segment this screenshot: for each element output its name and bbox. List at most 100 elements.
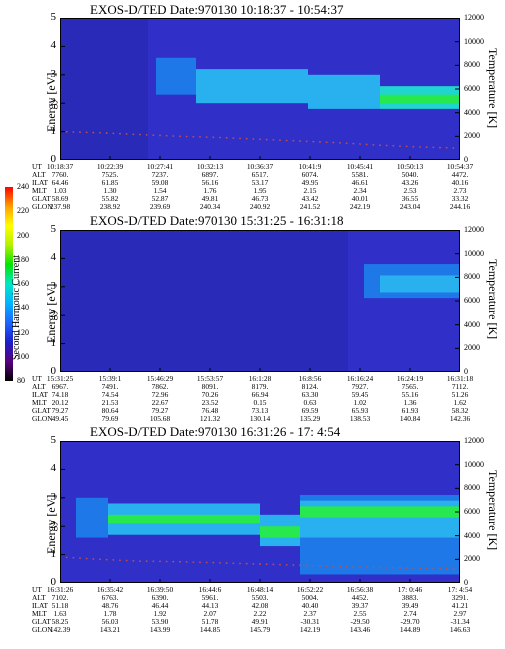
temperature-point — [152, 560, 155, 563]
orbit-value: 7102. — [51, 593, 69, 602]
y-tick-label: 2 — [50, 96, 57, 109]
orbit-value: 2.37 — [303, 609, 317, 618]
temperature-point — [259, 563, 261, 565]
orbit-value: 244.16 — [449, 202, 471, 211]
spectrogram-panel-1: EXOS-D/TED Date:970130 10:18:37 - 10:54:… — [0, 0, 505, 215]
orbit-value: 7525. — [101, 170, 119, 179]
temperature-point — [232, 562, 235, 565]
orbit-label: GLAT — [32, 406, 51, 415]
temperature-point — [152, 134, 155, 137]
orbit-column: 10:45:41 5581. 46.61 2.34 40.01 242.19 — [338, 163, 382, 211]
orbit-value: 6074. — [301, 170, 319, 179]
orbit-value: 16:39:50 — [146, 585, 174, 594]
orbit-value: 1.92 — [153, 609, 167, 618]
orbit-value: 51.78 — [201, 617, 219, 626]
orbit-value: 144.89 — [399, 625, 421, 634]
orbit-value: 145.79 — [249, 625, 271, 634]
orbit-value: 63.30 — [301, 390, 319, 399]
y2-tick-label: 4000 — [464, 319, 480, 329]
orbit-value: 39.49 — [401, 601, 419, 610]
orbit-value: 146.63 — [449, 625, 471, 634]
orbit-value: 8091. — [201, 382, 219, 391]
y2-axis-label: Temperature [K] — [486, 259, 500, 340]
temperature-point — [132, 133, 135, 136]
orbit-value: 59.45 — [351, 390, 369, 399]
orbit-value: 0.15 — [253, 398, 267, 407]
orbit-value: 16:8:56 — [298, 374, 322, 383]
orbit-column: 16:48:14 5503. 42.08 2.22 49.91 145.79 — [238, 586, 282, 634]
intensity-band — [76, 497, 108, 538]
temperature-point — [412, 145, 415, 148]
spectrogram-plot — [60, 441, 460, 583]
orbit-value: 66.94 — [251, 390, 269, 399]
orbit-value: 1.02 — [353, 398, 367, 407]
orbit-value: 79.69 — [101, 414, 119, 423]
orbit-value: 53.90 — [151, 617, 169, 626]
temperature-point — [79, 557, 81, 560]
temperature-point — [312, 140, 315, 143]
orbit-value: 49.45 — [51, 414, 69, 423]
y-tick-label: 4 — [50, 39, 57, 52]
orbit-value: 1.62 — [453, 398, 467, 407]
orbit-label: MLT — [32, 186, 47, 195]
orbit-value: 33.32 — [451, 194, 469, 203]
intensity-band — [380, 275, 460, 293]
orbit-value: 15:39:1 — [98, 374, 122, 383]
orbit-column: 15:53:57 8091. 70.26 23.52 76.48 121.32 — [188, 375, 232, 423]
y2-tick-label: 10000 — [464, 459, 484, 469]
y-tick-label: 1 — [50, 336, 57, 349]
orbit-column: 16:39:50 6390. 46.44 1.92 53.90 143.99 — [138, 586, 182, 634]
orbit-info: UT ALT ILAT MLT GLAT GLON 16:31:26 7102. 51.18 1.… — [32, 586, 472, 634]
orbit-value: 5581. — [351, 170, 369, 179]
temperature-point — [239, 137, 241, 140]
y-tick-label: 5 — [50, 434, 57, 446]
colorbar-tick-label: 100 — [17, 351, 29, 361]
temperature-point — [105, 132, 108, 134]
orbit-value: 46.61 — [351, 178, 369, 187]
intensity-band — [300, 506, 460, 518]
orbit-value: 61.85 — [101, 178, 119, 187]
orbit-value: 49.81 — [201, 194, 219, 203]
temperature-point — [452, 567, 455, 570]
y2-tick-label: 0 — [464, 578, 468, 587]
orbit-value: 143.99 — [149, 625, 171, 634]
intensity-band — [300, 500, 460, 538]
orbit-value: 143.46 — [349, 625, 371, 634]
temperature-point — [212, 561, 215, 564]
orbit-value: 52.87 — [151, 194, 169, 203]
y2-tick-label: 12000 — [464, 13, 484, 22]
temperature-point — [265, 563, 268, 566]
orbit-value: 40.16 — [451, 178, 469, 187]
orbit-value: 76.48 — [201, 406, 219, 415]
temperature-point — [372, 143, 375, 146]
temperature-point — [299, 140, 301, 142]
orbit-value: 16:44:6 — [198, 585, 222, 594]
temperature-point — [445, 146, 448, 149]
orbit-value: 3883. — [401, 593, 419, 602]
y-tick-label: 3 — [50, 279, 57, 292]
temperature-point — [359, 143, 361, 145]
y2-tick-label: 6000 — [464, 296, 480, 305]
orbit-value: 49.95 — [301, 178, 319, 187]
temperature-point — [139, 133, 141, 136]
temperature-point — [159, 560, 161, 563]
orbit-info-labels: UT ALT ILAT MLT GLAT GLON — [32, 586, 53, 634]
temperature-point — [185, 135, 188, 138]
y-tick-label: 0 — [50, 153, 57, 165]
temperature-point — [285, 139, 288, 142]
orbit-info: UT ALT ILAT MLT GLAT GLON 10:18:37 7760. 64.46 1.… — [32, 163, 473, 211]
temperature-point — [79, 131, 81, 134]
orbit-value: 7760. — [51, 170, 69, 179]
orbit-value: 1.78 — [103, 609, 117, 618]
orbit-column: 10:54:37 4472. 40.16 2.73 33.32 244.16 — [438, 163, 482, 211]
orbit-value: 61.93 — [401, 406, 419, 415]
orbit-value: 79.27 — [51, 406, 69, 415]
temperature-point — [252, 138, 255, 140]
orbit-value: 2.22 — [253, 609, 267, 618]
temperature-point — [159, 134, 161, 137]
y-tick-label: 3 — [50, 490, 57, 503]
temperature-point — [325, 141, 328, 144]
orbit-value: 0.63 — [303, 398, 317, 407]
orbit-value: 17: 0:46 — [397, 585, 423, 594]
temperature-point — [432, 146, 435, 149]
